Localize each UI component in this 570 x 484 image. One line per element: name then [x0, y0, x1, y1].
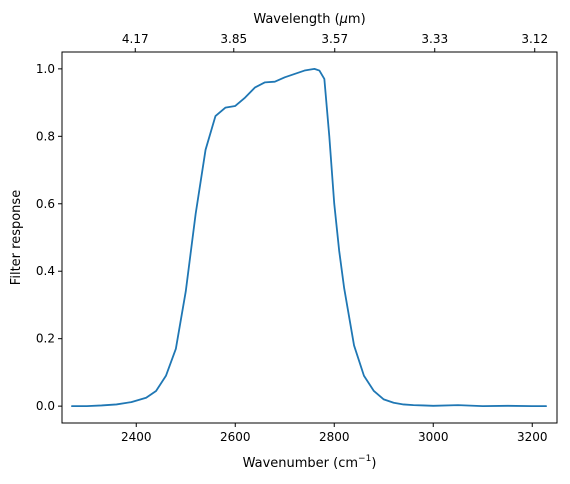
filter-response-line — [71, 67, 548, 408]
x2-tick-label: 3.12 — [521, 32, 548, 46]
y-tick-label: 0.2 — [36, 332, 55, 346]
x2-tick-label: 3.85 — [220, 32, 247, 46]
y-tick-label: 0.8 — [36, 129, 55, 143]
x2-tick-label: 3.57 — [321, 32, 348, 46]
y-axis-label: Filter response — [9, 190, 24, 285]
ticks-layer: 2400 2600 2800 3000 3200 4.17 3.85 3.57 3.33 3.12… — [36, 32, 548, 444]
x2-tick-label: 3.33 — [421, 32, 448, 46]
y-tick-label: 1.0 — [36, 62, 55, 76]
x-tick-label: 2600 — [220, 430, 251, 444]
y-tick-label: 0.6 — [36, 197, 55, 211]
x-axis-label: Wavenumber (cm−1) — [243, 454, 377, 471]
y-tick-label: 0.0 — [36, 399, 55, 413]
x-tick-label: 3000 — [418, 430, 449, 444]
plot-frame — [61, 51, 558, 424]
y-tick-label: 0.4 — [36, 264, 55, 278]
x2-tick-label: 4.17 — [122, 32, 149, 46]
x2-axis-label: Wavelength (μm) — [253, 12, 365, 27]
series-layer — [71, 67, 548, 408]
x-tick-label: 3200 — [517, 430, 548, 444]
x-tick-label: 2400 — [121, 430, 152, 444]
x-tick-label: 2800 — [319, 430, 350, 444]
